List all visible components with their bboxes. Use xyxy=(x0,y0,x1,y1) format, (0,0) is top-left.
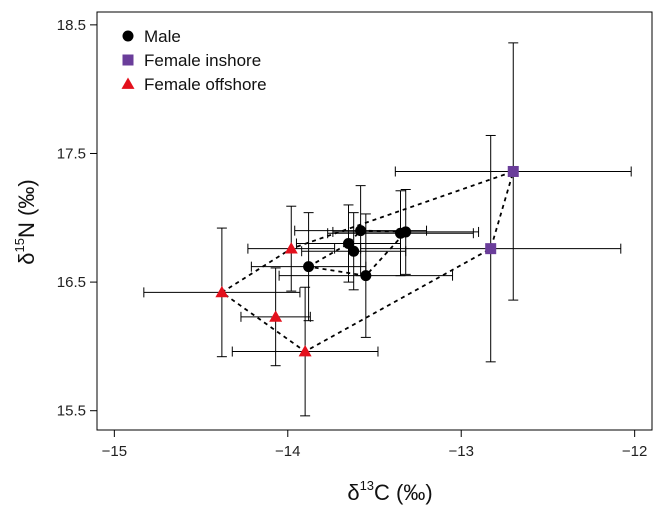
legend: Male Female inshore Female offshore xyxy=(121,27,267,94)
data-point-triangle xyxy=(298,345,312,357)
data-point-circle xyxy=(360,270,372,282)
data-point-triangle xyxy=(269,310,283,322)
y-tick-label: 18.5 xyxy=(57,17,86,34)
x-axis-title-element: C (‰) xyxy=(374,480,433,505)
y-tick-label: 16.5 xyxy=(57,274,86,291)
data-point-square xyxy=(485,243,497,255)
x-tick-label: −12 xyxy=(622,443,647,460)
data-point-triangle xyxy=(215,285,229,298)
plot-area: −15 −14 −13 −12 15.5 16.5 17.5 18.5 xyxy=(57,11,653,460)
y-axis-title: δ15N (‰) xyxy=(12,179,39,264)
y-tick-label: 15.5 xyxy=(57,403,86,420)
legend-marker-circle xyxy=(122,30,134,42)
data-point-triangle xyxy=(284,242,298,254)
x-axis-title-delta: δ xyxy=(347,480,359,505)
x-tick-label: −14 xyxy=(275,443,300,460)
data-point-circle xyxy=(303,261,315,273)
axis-titles: δ13C (‰) δ15N (‰) xyxy=(12,179,433,505)
data-point-circle xyxy=(348,245,360,257)
data-point-square xyxy=(507,165,519,177)
y-axis-title-delta: δ xyxy=(14,252,39,264)
x-axis-title: δ13C (‰) xyxy=(347,478,432,505)
legend-marker-square xyxy=(122,54,134,66)
convex-hull xyxy=(220,170,515,353)
x-tick-label: −15 xyxy=(102,443,127,460)
legend-label: Male xyxy=(144,27,181,46)
y-axis-title-superscript: 15 xyxy=(12,238,27,252)
data-point-circle xyxy=(400,226,412,238)
y-tick-label: 17.5 xyxy=(57,145,86,162)
x-axis-title-superscript: 13 xyxy=(360,478,374,493)
y-axis-title-element: N (‰) xyxy=(14,179,39,238)
legend-label: Female offshore xyxy=(144,75,267,94)
legend-label: Female inshore xyxy=(144,51,261,70)
convex-hull xyxy=(305,229,408,277)
x-tick-label: −13 xyxy=(448,443,473,460)
plot-frame xyxy=(96,11,653,431)
data-point-circle xyxy=(342,238,354,250)
legend-marker-triangle xyxy=(121,77,135,89)
data-point-circle xyxy=(355,225,367,237)
